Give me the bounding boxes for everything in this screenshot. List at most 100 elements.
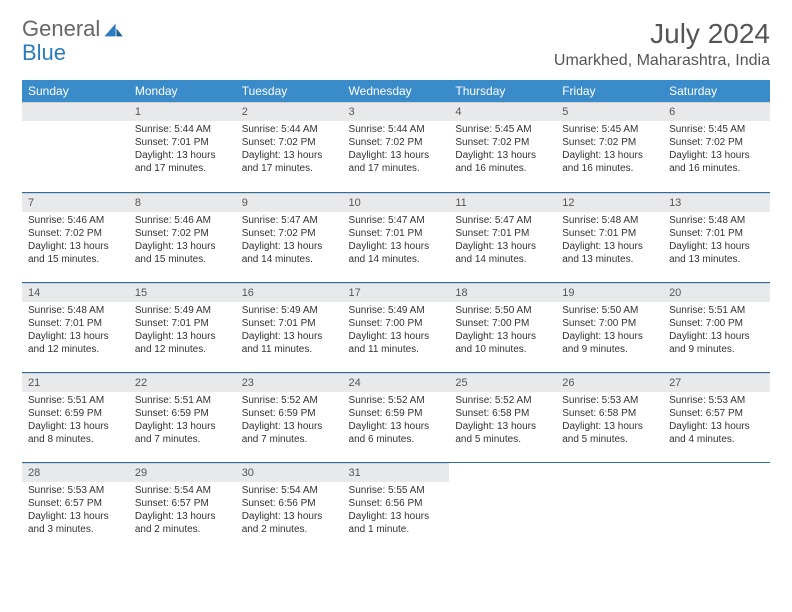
sunrise-text: Sunrise: 5:52 AM [242,394,337,407]
weekday-header: Tuesday [236,80,343,102]
day-number: 6 [663,102,770,121]
day-number: 31 [343,463,450,482]
sunset-text: Sunset: 7:01 PM [455,227,550,240]
sunset-text: Sunset: 6:58 PM [562,407,657,420]
daylight-text: Daylight: 13 hours and 15 minutes. [28,240,123,266]
sunset-text: Sunset: 7:01 PM [242,317,337,330]
calendar-day-cell: 2Sunrise: 5:44 AMSunset: 7:02 PMDaylight… [236,102,343,192]
calendar-day-cell: 18Sunrise: 5:50 AMSunset: 7:00 PMDayligh… [449,282,556,372]
daylight-text: Daylight: 13 hours and 13 minutes. [669,240,764,266]
calendar-day-cell: 13Sunrise: 5:48 AMSunset: 7:01 PMDayligh… [663,192,770,282]
day-details: Sunrise: 5:54 AMSunset: 6:56 PMDaylight:… [236,482,343,540]
day-details: Sunrise: 5:50 AMSunset: 7:00 PMDaylight:… [556,302,663,360]
calendar-day-cell: 16Sunrise: 5:49 AMSunset: 7:01 PMDayligh… [236,282,343,372]
sunset-text: Sunset: 6:59 PM [242,407,337,420]
day-number: 17 [343,283,450,302]
sunrise-text: Sunrise: 5:52 AM [455,394,550,407]
daylight-text: Daylight: 13 hours and 14 minutes. [349,240,444,266]
sunset-text: Sunset: 6:56 PM [349,497,444,510]
calendar-day-cell: 10Sunrise: 5:47 AMSunset: 7:01 PMDayligh… [343,192,450,282]
sunrise-text: Sunrise: 5:45 AM [562,123,657,136]
sunset-text: Sunset: 7:02 PM [349,136,444,149]
sunrise-text: Sunrise: 5:48 AM [28,304,123,317]
calendar-day-cell: 28Sunrise: 5:53 AMSunset: 6:57 PMDayligh… [22,462,129,552]
daylight-text: Daylight: 13 hours and 17 minutes. [135,149,230,175]
day-details: Sunrise: 5:49 AMSunset: 7:01 PMDaylight:… [236,302,343,360]
day-number: 18 [449,283,556,302]
sunset-text: Sunset: 7:01 PM [349,227,444,240]
sunrise-text: Sunrise: 5:44 AM [135,123,230,136]
day-number: 30 [236,463,343,482]
calendar-week-row: 1Sunrise: 5:44 AMSunset: 7:01 PMDaylight… [22,102,770,192]
daylight-text: Daylight: 13 hours and 15 minutes. [135,240,230,266]
weekday-header: Saturday [663,80,770,102]
sunset-text: Sunset: 6:57 PM [669,407,764,420]
day-details: Sunrise: 5:53 AMSunset: 6:57 PMDaylight:… [22,482,129,540]
sunrise-text: Sunrise: 5:50 AM [455,304,550,317]
calendar-day-cell [556,462,663,552]
brand-logo: GeneralBlue [22,18,125,64]
sunrise-text: Sunrise: 5:47 AM [455,214,550,227]
weekday-header: Monday [129,80,236,102]
sunset-text: Sunset: 7:01 PM [28,317,123,330]
sunrise-text: Sunrise: 5:49 AM [135,304,230,317]
daylight-text: Daylight: 13 hours and 16 minutes. [562,149,657,175]
sunrise-text: Sunrise: 5:52 AM [349,394,444,407]
sunrise-text: Sunrise: 5:44 AM [349,123,444,136]
calendar-day-cell: 11Sunrise: 5:47 AMSunset: 7:01 PMDayligh… [449,192,556,282]
sunset-text: Sunset: 6:58 PM [455,407,550,420]
month-title: July 2024 [554,18,770,50]
sunset-text: Sunset: 7:02 PM [669,136,764,149]
daylight-text: Daylight: 13 hours and 9 minutes. [562,330,657,356]
daylight-text: Daylight: 13 hours and 12 minutes. [28,330,123,356]
calendar-day-cell: 22Sunrise: 5:51 AMSunset: 6:59 PMDayligh… [129,372,236,462]
day-details: Sunrise: 5:51 AMSunset: 6:59 PMDaylight:… [129,392,236,450]
calendar-day-cell [449,462,556,552]
calendar-day-cell: 1Sunrise: 5:44 AMSunset: 7:01 PMDaylight… [129,102,236,192]
sunset-text: Sunset: 6:57 PM [28,497,123,510]
weekday-header: Thursday [449,80,556,102]
calendar-day-cell: 7Sunrise: 5:46 AMSunset: 7:02 PMDaylight… [22,192,129,282]
calendar-week-row: 14Sunrise: 5:48 AMSunset: 7:01 PMDayligh… [22,282,770,372]
day-number: 21 [22,373,129,392]
day-number: 28 [22,463,129,482]
daylight-text: Daylight: 13 hours and 16 minutes. [669,149,764,175]
daylight-text: Daylight: 13 hours and 4 minutes. [669,420,764,446]
day-details: Sunrise: 5:46 AMSunset: 7:02 PMDaylight:… [129,212,236,270]
day-details: Sunrise: 5:45 AMSunset: 7:02 PMDaylight:… [556,121,663,179]
location-subtitle: Umarkhed, Maharashtra, India [554,52,770,70]
sunrise-text: Sunrise: 5:45 AM [669,123,764,136]
daylight-text: Daylight: 13 hours and 14 minutes. [455,240,550,266]
day-number: 22 [129,373,236,392]
daylight-text: Daylight: 13 hours and 7 minutes. [242,420,337,446]
day-details: Sunrise: 5:45 AMSunset: 7:02 PMDaylight:… [663,121,770,179]
sunset-text: Sunset: 7:02 PM [135,227,230,240]
calendar-day-cell [663,462,770,552]
daylight-text: Daylight: 13 hours and 16 minutes. [455,149,550,175]
calendar-day-cell: 9Sunrise: 5:47 AMSunset: 7:02 PMDaylight… [236,192,343,282]
day-number: 12 [556,193,663,212]
calendar-day-cell: 27Sunrise: 5:53 AMSunset: 6:57 PMDayligh… [663,372,770,462]
calendar-day-cell: 19Sunrise: 5:50 AMSunset: 7:00 PMDayligh… [556,282,663,372]
daylight-text: Daylight: 13 hours and 8 minutes. [28,420,123,446]
calendar-day-cell: 4Sunrise: 5:45 AMSunset: 7:02 PMDaylight… [449,102,556,192]
day-number: 5 [556,102,663,121]
day-number: 26 [556,373,663,392]
calendar-day-cell: 15Sunrise: 5:49 AMSunset: 7:01 PMDayligh… [129,282,236,372]
sunrise-text: Sunrise: 5:49 AM [349,304,444,317]
sunset-text: Sunset: 7:01 PM [135,317,230,330]
day-details: Sunrise: 5:53 AMSunset: 6:58 PMDaylight:… [556,392,663,450]
calendar-table: Sunday Monday Tuesday Wednesday Thursday… [22,80,770,552]
daylight-text: Daylight: 13 hours and 9 minutes. [669,330,764,356]
day-details: Sunrise: 5:49 AMSunset: 7:00 PMDaylight:… [343,302,450,360]
day-number: 13 [663,193,770,212]
day-number: 15 [129,283,236,302]
day-number: 2 [236,102,343,121]
sunrise-text: Sunrise: 5:44 AM [242,123,337,136]
daylight-text: Daylight: 13 hours and 17 minutes. [349,149,444,175]
day-details: Sunrise: 5:48 AMSunset: 7:01 PMDaylight:… [556,212,663,270]
weekday-header: Sunday [22,80,129,102]
sunrise-text: Sunrise: 5:51 AM [669,304,764,317]
calendar-day-cell: 31Sunrise: 5:55 AMSunset: 6:56 PMDayligh… [343,462,450,552]
sunrise-text: Sunrise: 5:49 AM [242,304,337,317]
